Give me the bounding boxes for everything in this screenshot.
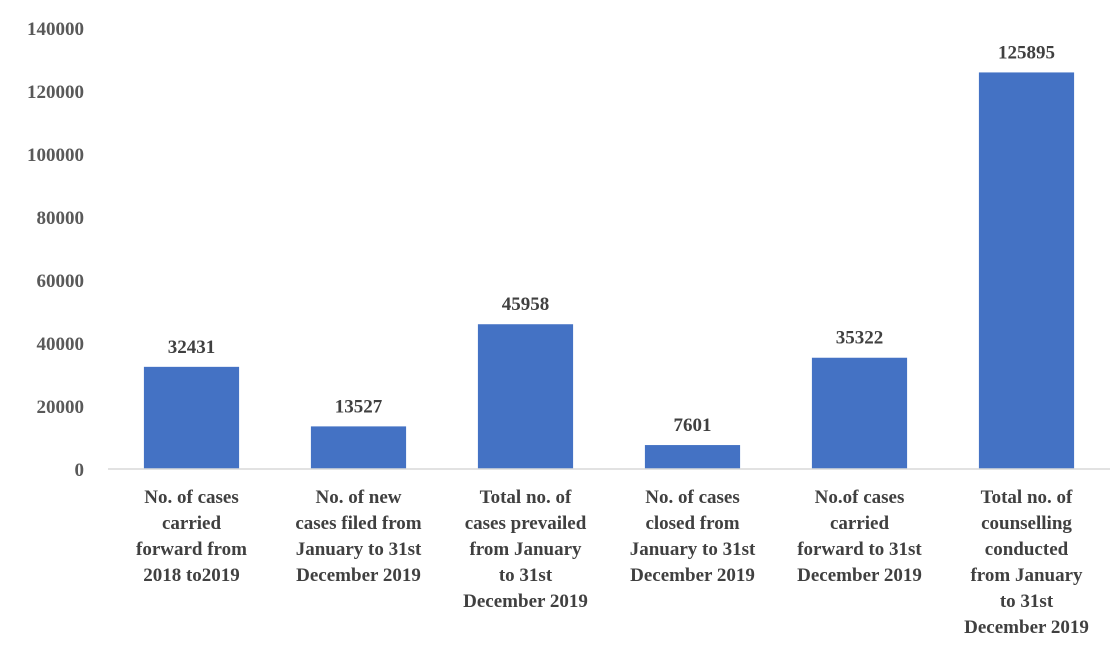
x-tick-label-line: December 2019 [964,617,1089,638]
x-tick-label-line: forward from [136,539,247,560]
y-tick-label: 0 [75,460,85,481]
x-tick-label-line: from January [469,539,582,560]
y-tick-label: 100000 [27,145,84,166]
y-tick-label: 80000 [37,208,85,229]
x-tick-label-line: December 2019 [296,565,421,586]
x-tick-label: No. of new cases filed from January to 31s… [295,487,422,586]
x-tick-label-line: conducted [985,539,1069,560]
x-tick-label-line: 2018 to2019 [143,565,240,586]
x-tick-label-line: No. of new [315,487,401,508]
bars [143,72,1075,469]
x-tick-label-line: January to 31st [630,539,756,560]
y-tick-label: 120000 [27,82,84,103]
bar [143,366,240,469]
y-tick-label: 60000 [37,271,85,292]
bar [978,72,1075,469]
y-axis: 0 20000 40000 60000 80000 100000 120000 140000 [27,19,84,481]
x-tick-label-line: December 2019 [630,565,755,586]
x-tick-label-line: from January [970,565,1083,586]
x-tick-label-line: January to 31st [296,539,422,560]
x-tick-label-line: December 2019 [797,565,922,586]
x-tick-label: Total no. of cases prevailed from January t… [463,487,588,612]
x-tick-label: Total no. of counselling conducted from Jan… [964,487,1089,638]
bar [310,426,407,469]
data-label: 125895 [998,42,1055,63]
data-label: 13527 [335,396,383,417]
x-tick-label-line: Total no. of [981,487,1073,508]
x-tick-label-line: counselling [981,513,1072,534]
x-tick-label-line: cases filed from [295,513,421,534]
x-tick-label: No.of cases carried forward to 31st Decembe… [797,487,922,586]
data-label: 32431 [168,337,216,358]
x-tick-label-line: No. of cases [144,487,238,508]
x-tick-label-line: cases prevailed [465,513,587,534]
bar [644,445,741,469]
x-tick-label-line: to 31st [499,565,553,586]
x-tick-label-line: No.of cases [815,487,905,508]
x-tick-label: No. of cases carried forward from 2018 to20… [136,487,247,586]
bar [811,357,908,469]
x-axis: No. of cases carried forward from 2018 to20… [136,487,1089,638]
y-tick-label: 40000 [37,334,85,355]
x-tick-label-line: carried [830,513,890,534]
x-tick-label-line: forward to 31st [797,539,922,560]
y-tick-label: 140000 [27,19,84,40]
x-tick-label-line: carried [162,513,222,534]
x-tick-label-line: to 31st [1000,591,1054,612]
x-tick-label-line: closed from [645,513,739,534]
data-label: 7601 [674,415,712,436]
data-label: 45958 [502,294,550,315]
data-labels: 32431 13527 45958 7601 35322 125895 [168,42,1055,436]
x-tick-label-line: No. of cases [645,487,739,508]
x-tick-label: No. of cases closed from January to 31st De… [630,487,756,586]
bar [477,324,574,469]
y-tick-label: 20000 [37,397,85,418]
x-tick-label-line: Total no. of [480,487,572,508]
x-tick-label-line: December 2019 [463,591,588,612]
data-label: 35322 [836,328,884,349]
